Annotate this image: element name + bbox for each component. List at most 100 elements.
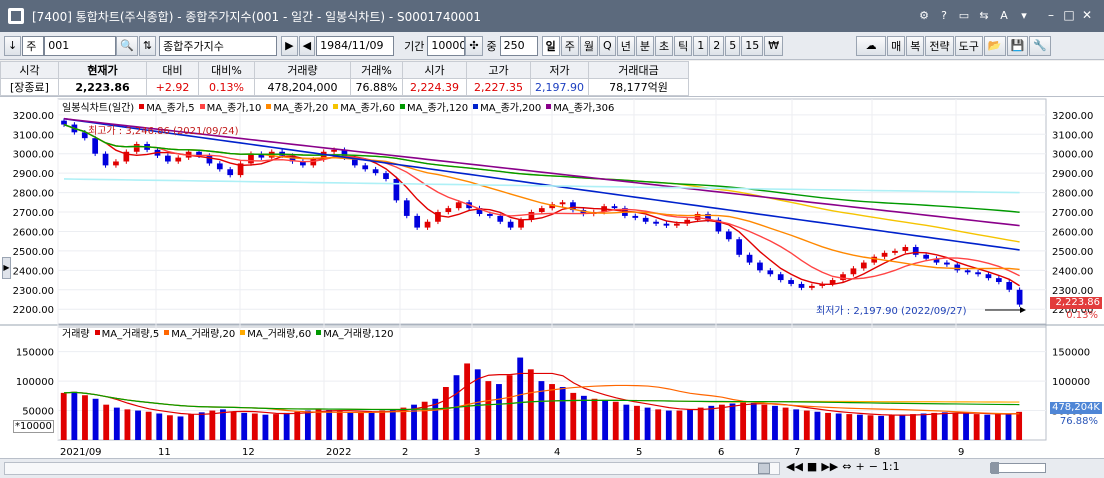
interval-tab-3[interactable]: Q (599, 35, 616, 56)
stop-icon[interactable]: ■ (806, 460, 818, 473)
button-strategy[interactable]: 전략 (925, 35, 954, 56)
market-select[interactable]: 주 (22, 35, 45, 56)
zoom-in-icon[interactable]: + (855, 460, 865, 473)
candle-body (1006, 282, 1013, 290)
fit-icon[interactable]: ⇔ (842, 460, 852, 473)
volume-bar (485, 381, 492, 440)
date-input[interactable]: 1984/11/09 (316, 35, 395, 56)
candle-body (351, 157, 358, 166)
zoom-out-icon[interactable]: − (868, 460, 878, 473)
rewind-icon[interactable]: ◀◀ (786, 460, 803, 473)
candle-body (362, 165, 369, 170)
quote-value-5: 76.88% (350, 78, 403, 96)
wrench-icon[interactable]: 🔧 (1029, 35, 1051, 56)
legend-swatch (546, 104, 552, 109)
low-arrow-head (1020, 307, 1026, 313)
price-tick-right: 2700.00 (1052, 208, 1093, 219)
minimize-button[interactable]: – (1048, 8, 1054, 22)
volume-bar (60, 392, 67, 440)
volume-bar (740, 402, 747, 440)
sort-icon[interactable]: ⇅ (138, 35, 157, 56)
play-back-button[interactable]: ◀ (298, 35, 316, 56)
search-icon[interactable]: 🔍 (116, 35, 138, 56)
candle-body (632, 215, 639, 218)
candle-body (715, 219, 722, 232)
volume-bar (71, 391, 78, 440)
candle-body (788, 280, 794, 284)
volume-bar (899, 414, 906, 440)
volume-bar (825, 412, 831, 440)
collapse-left-icon[interactable]: ▶ (2, 257, 11, 279)
period-input[interactable]: 10000 (427, 35, 466, 56)
scroll-thumb[interactable] (758, 463, 770, 474)
close-button[interactable]: ✕ (1081, 8, 1093, 22)
button-tools[interactable]: 도구 (954, 35, 983, 56)
volume-bar (761, 404, 768, 440)
interval-tab-11[interactable]: 15 (741, 35, 764, 56)
volume-bar (220, 409, 226, 440)
candle-body (840, 274, 846, 281)
code-input[interactable]: 001 (44, 35, 117, 56)
open-folder-icon[interactable]: 📂 (983, 35, 1006, 56)
button-bok[interactable]: 복 (906, 35, 925, 56)
ma120-line (63, 123, 1020, 213)
volume-bar (124, 409, 131, 440)
candle-body (954, 264, 961, 271)
bottom-bar: ◀◀ ■ ▶▶ ⇔ + − 1:1 (0, 458, 1104, 478)
settings-icon[interactable]: ⚙ (919, 9, 929, 22)
candle-body (383, 173, 389, 179)
volume-bar (474, 369, 481, 440)
volume-bar (262, 414, 269, 440)
link-icon[interactable]: ⇆ (979, 9, 989, 22)
volume-bar (591, 398, 598, 440)
volume-chart-title: 거래량 (62, 329, 90, 340)
crosshair-icon[interactable]: ✣ (465, 35, 483, 56)
volume-bar (442, 387, 449, 440)
candle-body (611, 206, 618, 209)
interval-tab-10[interactable]: 5 (725, 35, 741, 56)
horizontal-scrollbar[interactable] (4, 462, 780, 475)
volume-tick-left: 150000 (16, 348, 54, 359)
candle-body (757, 262, 763, 271)
button-mae[interactable]: 매 (887, 35, 906, 56)
interval-tab-7[interactable]: 틱 (674, 35, 693, 56)
interval-tab-8[interactable]: 1 (693, 35, 709, 56)
menu-icon[interactable]: ▾ (1021, 9, 1027, 22)
jung-input[interactable]: 250 (499, 35, 538, 56)
candle-body (414, 215, 421, 228)
forward-icon[interactable]: ▶▶ (821, 460, 839, 473)
interval-tab-1[interactable]: 주 (560, 35, 579, 56)
help-icon[interactable]: ? (941, 9, 947, 22)
layout-icon[interactable]: ▭ (958, 9, 970, 22)
interval-tab-2[interactable]: 월 (579, 35, 599, 56)
interval-tab-12[interactable]: ₩ (764, 35, 784, 56)
price-legend-item: MA_종가,120 (399, 99, 468, 114)
down-arrow-button[interactable]: ↓ (4, 35, 22, 56)
candle-body (175, 157, 182, 162)
volume-bar (580, 395, 587, 440)
candle-body (61, 120, 67, 125)
maximize-button[interactable]: □ (1063, 8, 1075, 22)
interval-tab-4[interactable]: 년 (616, 35, 635, 56)
play-forward-button[interactable]: ▶ (281, 35, 298, 56)
price-chart-title: 일봉식차트(일간) (62, 103, 135, 114)
chart-canvas[interactable]: 2200.00 2200.00 2300.00 2300.00 2400.00 2400.… (0, 97, 1104, 458)
interval-tab-9[interactable]: 2 (709, 35, 725, 56)
volume-bar (803, 410, 810, 440)
save-icon[interactable]: 💾 (1006, 35, 1029, 56)
interval-tab-5[interactable]: 분 (635, 35, 654, 56)
jung-label: 중 (486, 39, 497, 53)
interval-tab-0[interactable]: 일 (541, 35, 560, 56)
interval-tab-6[interactable]: 초 (654, 35, 674, 56)
cloud-icon[interactable]: ☁ (856, 35, 887, 56)
candle-body (777, 274, 784, 281)
chart-area[interactable]: 2200.00 2200.00 2300.00 2300.00 2400.00 2400.… (0, 97, 1104, 458)
font-icon[interactable]: A (1000, 9, 1008, 22)
zoom-slider[interactable] (990, 462, 1046, 474)
volume-ma-line (63, 391, 1020, 411)
zoom-knob[interactable] (991, 462, 999, 474)
x-tick-label: 4 (554, 447, 560, 458)
quote-header-2: 대비 (146, 61, 199, 79)
candle-body (310, 159, 317, 166)
volume-bar (166, 415, 173, 440)
